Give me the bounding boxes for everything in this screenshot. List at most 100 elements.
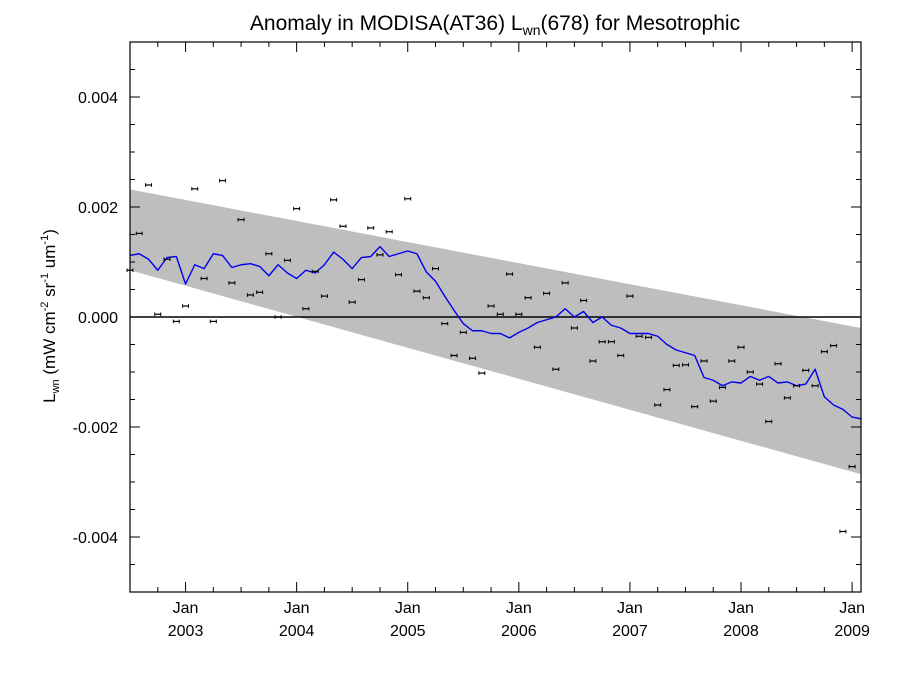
y-axis-label-sup2: -1: [39, 273, 51, 283]
x-tick-label-month: Jan: [728, 600, 754, 617]
data-point: [598, 339, 606, 344]
data-point: [320, 294, 328, 298]
data-point: [413, 289, 421, 293]
y-axis-label-sup3: -1: [39, 235, 51, 245]
x-tick-label-year: 2003: [168, 623, 204, 640]
data-point: [506, 272, 514, 276]
data-point: [348, 300, 356, 304]
data-point: [228, 281, 236, 285]
data-point: [737, 345, 745, 350]
data-point: [830, 343, 838, 348]
data-point: [367, 226, 375, 230]
data-point: [533, 345, 541, 350]
data-point: [728, 359, 736, 363]
data-point: [543, 291, 551, 296]
data-point: [395, 272, 403, 277]
data-point: [589, 359, 597, 363]
chart-title-subscript: wn: [522, 22, 541, 38]
data-point: [718, 385, 726, 390]
y-axis-label-main: L: [40, 393, 59, 402]
data-point: [182, 304, 190, 308]
data-point: [700, 359, 708, 363]
data-point: [691, 404, 699, 409]
y-axis-label-units-mid: sr: [40, 282, 59, 301]
data-point: [376, 253, 384, 257]
data-point: [385, 229, 393, 234]
data-point: [811, 383, 819, 388]
y-axis-label-sup1: -2: [39, 302, 51, 312]
data-point: [515, 312, 523, 317]
data-point: [644, 335, 652, 340]
data-point: [496, 312, 504, 317]
y-tick-label: 0.004: [78, 90, 118, 107]
data-point: [626, 294, 634, 298]
data-point: [200, 276, 208, 281]
data-point: [450, 353, 458, 358]
y-tick-label: -0.004: [73, 530, 118, 547]
data-point: [820, 349, 828, 354]
data-point: [654, 403, 662, 407]
data-point: [274, 315, 282, 319]
data-point: [163, 257, 171, 262]
data-point: [570, 326, 578, 330]
y-tick-label: 0.002: [78, 200, 118, 217]
data-point: [404, 196, 412, 201]
running-mean-line: [129, 245, 862, 420]
data-point: [135, 231, 143, 236]
data-point: [552, 367, 560, 372]
data-point: [469, 356, 477, 361]
x-tick-label-year: 2008: [723, 623, 759, 640]
envelope-band: [130, 189, 861, 475]
data-point: [663, 387, 671, 392]
data-point: [191, 187, 199, 191]
data-point: [311, 269, 319, 274]
data-point: [293, 206, 301, 211]
data-point: [709, 399, 717, 403]
data-point: [265, 251, 273, 256]
data-point: [848, 464, 856, 469]
y-axis-ticks: -0.004 -0.002 0.000 0.002 0.004: [73, 41, 861, 593]
data-point: [237, 217, 245, 222]
data-point: [635, 334, 643, 339]
chart-title: Anomaly in MODISA(AT36) Lwn(678) for Mes…: [250, 12, 740, 38]
y-axis-label: Lwn (mW cm-2 sr-1 um-1): [39, 229, 62, 403]
data-point: [339, 224, 347, 229]
data-point: [478, 371, 486, 375]
data-point: [839, 529, 847, 534]
data-point: [746, 370, 754, 374]
data-point: [357, 277, 365, 282]
data-point: [422, 295, 430, 300]
y-axis-label-sub: wn: [50, 379, 62, 394]
data-point: [172, 319, 180, 324]
data-point: [802, 368, 810, 373]
y-axis-label-units-prefix: (mW cm: [40, 311, 59, 379]
data-point: [432, 266, 440, 271]
data-point: [561, 281, 569, 285]
x-tick-label-year: 2005: [390, 623, 426, 640]
data-point: [524, 295, 532, 300]
y-tick-label: -0.002: [73, 420, 118, 437]
x-axis-ticks: Jan 2003 Jan 2004 Jan 2005 Jan 2006 Jan 2007 Jan 20…: [129, 42, 870, 640]
data-point: [219, 178, 227, 183]
data-point: [441, 321, 449, 326]
data-point: [783, 396, 791, 400]
data-point: [145, 183, 153, 187]
x-tick-label-month: Jan: [617, 600, 643, 617]
data-point: [283, 258, 291, 263]
data-point: [256, 290, 264, 295]
x-tick-label-month: Jan: [506, 600, 532, 617]
data-point: [765, 419, 773, 424]
data-point: [209, 319, 217, 324]
chart-title-suffix: (678) for Mesotrophic: [541, 12, 741, 35]
x-tick-label-month: Jan: [284, 600, 310, 617]
y-tick-label: 0.000: [78, 310, 118, 327]
x-tick-label-year: 2007: [612, 623, 648, 640]
data-point: [607, 339, 615, 344]
envelope-band-layer: [130, 189, 861, 475]
data-point: [246, 293, 254, 297]
data-point: [672, 363, 680, 368]
data-point: [793, 383, 801, 388]
y-axis-label-units-end: ): [40, 229, 59, 235]
x-tick-label-year: 2009: [834, 623, 870, 640]
